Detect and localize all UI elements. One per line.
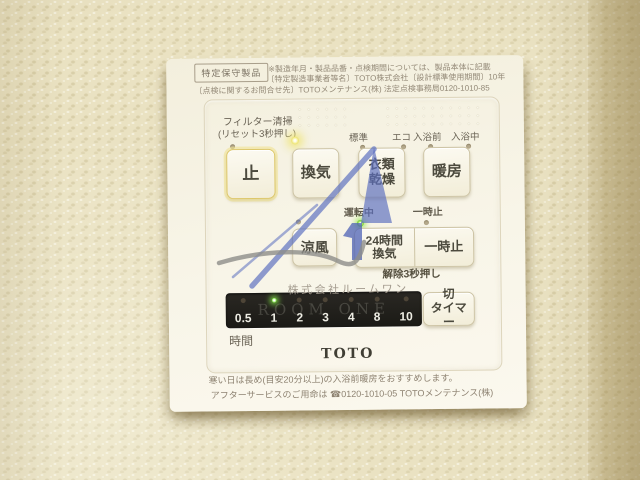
mode-label-in-bath: 入浴中 <box>450 131 480 143</box>
timer-cell: 3 <box>322 296 329 325</box>
clothes-drying-button[interactable]: 衣類 乾燥 <box>358 147 406 198</box>
timer-led <box>403 296 409 302</box>
timer-cell: 2 <box>296 296 304 325</box>
specified-maintenance-badge: 特定保守製品 <box>194 62 269 83</box>
timer-cell: 1 <box>270 297 278 325</box>
timer-cell: 0.5 <box>234 297 252 326</box>
wall-corner-shade <box>588 0 640 480</box>
timer-led <box>297 297 303 303</box>
timer-value: 10 <box>399 309 413 324</box>
stop-button[interactable]: 止 <box>226 148 276 200</box>
footer-advice-text: 寒い日は長め(目安20分以上)の入浴前暖房をおすすめします。 <box>208 372 458 386</box>
pause-status-label: 一時止 <box>412 206 443 219</box>
cert-text-line3: 〔点検に関するお問合せ先〕TOTOメンテナンス(株) 法定点検事務局0120-1… <box>194 83 490 96</box>
timer-led <box>374 296 380 302</box>
vent24h-pause-button-group: 24時間 換気 一時止 <box>353 226 475 268</box>
timer-led <box>240 298 246 304</box>
timer-led <box>348 296 354 302</box>
pause-led <box>423 220 429 226</box>
heating-button[interactable]: 暖房 <box>423 146 471 198</box>
mode-label-eco: エコ <box>391 132 412 144</box>
footer-service-text: アフターサービスのご用命は ☎0120-1010-05 TOTOメンテナンス(株… <box>210 387 494 401</box>
filter-reset-label: (リセット3秒押し) <box>217 128 297 141</box>
timer-cell: 10 <box>399 295 413 324</box>
ventilation-led <box>290 136 300 145</box>
vent-24h-button[interactable]: 24時間 換気 <box>354 228 415 267</box>
mode-label-before-bath: 入浴前 <box>412 132 442 144</box>
watermark-company-name: 株式会社ルームワン <box>287 283 409 297</box>
timer-value: 3 <box>322 310 329 325</box>
toto-bath-control-panel: 特定保守製品 ※製造年月・製品品番・点検期間については、製品本体に記載 〔特定製… <box>166 55 527 412</box>
pause-button[interactable]: 一時止 <box>424 238 464 254</box>
cool-breeze-button[interactable]: 涼風 <box>291 228 338 267</box>
braille-dots <box>384 104 481 128</box>
timer-off-button[interactable]: 切 タイマー <box>422 287 475 329</box>
timer-value: 2 <box>296 310 304 325</box>
braille-dots <box>296 105 349 129</box>
cool-breeze-led <box>295 219 301 225</box>
timer-cell: 8 <box>373 296 381 324</box>
timer-value: 4 <box>347 309 355 324</box>
timer-led <box>322 297 328 303</box>
mode-label-standard: 標準 <box>348 132 369 144</box>
operating-led <box>356 219 364 227</box>
timer-cell: 4 <box>347 296 355 324</box>
timer-value: 8 <box>373 309 381 324</box>
ventilation-button[interactable]: 換気 <box>292 148 340 199</box>
timer-value: 1 <box>270 310 278 325</box>
timer-value: 0.5 <box>234 310 252 326</box>
release-note: 解除3秒押し <box>382 268 441 281</box>
operating-label: 運転中 <box>343 207 374 220</box>
timer-led <box>271 297 277 303</box>
